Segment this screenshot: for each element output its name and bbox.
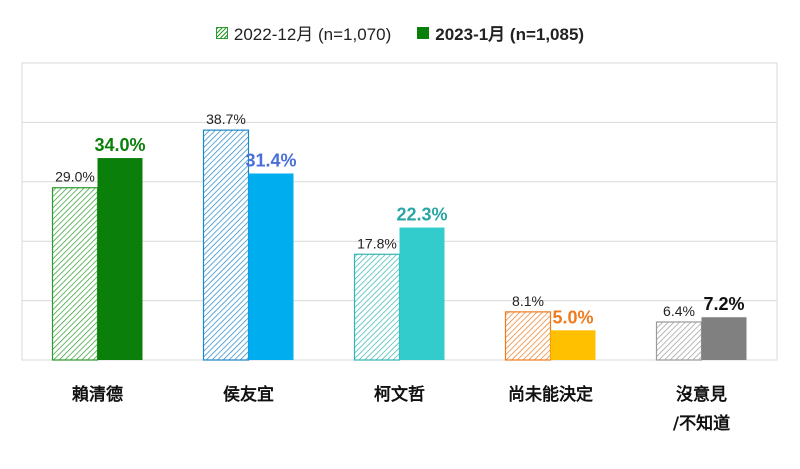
- bar-2023-1-4: [701, 317, 747, 360]
- legend-label-2023-1: 2023-1月 (n=1,085): [435, 25, 585, 44]
- data-label-2023-1-2: 22.3%: [396, 205, 447, 225]
- bar-2022-12-2: [353, 253, 401, 361]
- data-label-2023-1-4: 7.2%: [703, 294, 744, 314]
- category-label-4: 沒意見: [676, 384, 727, 405]
- bar-2023-1-2: [399, 227, 445, 360]
- bar-2022-12-4: [655, 321, 703, 361]
- legend-item-2022-12: 2022-12月 (n=1,070): [215, 20, 392, 45]
- data-label-2023-1-1: 31.4%: [245, 150, 296, 170]
- data-label-2022-12-0: 29.0%: [55, 169, 95, 185]
- data-label-2022-12-3: 8.1%: [512, 293, 544, 309]
- bar-2022-12-3: [504, 311, 552, 361]
- legend: 2022-12月 (n=1,070) 2023-1月 (n=1,085): [0, 20, 800, 45]
- category-label-3: 尚未能決定: [508, 384, 593, 405]
- data-label-2022-12-1: 38.7%: [206, 111, 246, 127]
- data-label-2022-12-2: 17.8%: [357, 235, 397, 251]
- bar-2023-1-1: [248, 173, 294, 360]
- bar-2023-1-3: [550, 330, 596, 360]
- category-label-4: /不知道: [673, 413, 730, 434]
- legend-swatch-hatched: [215, 26, 228, 39]
- category-label-1: 侯友宜: [223, 384, 274, 405]
- data-label-2023-1-3: 5.0%: [552, 307, 593, 327]
- bar-2022-12-0: [51, 187, 99, 361]
- category-label-2: 柯文哲: [374, 384, 425, 405]
- legend-label-2022-12: 2022-12月 (n=1,070): [233, 25, 392, 44]
- bar-2022-12-1: [202, 129, 250, 361]
- bar-2023-1-0: [97, 158, 143, 360]
- legend-swatch-solid: [417, 26, 430, 39]
- legend-item-2023-1: 2023-1月 (n=1,085): [417, 20, 584, 45]
- data-label-2023-1-0: 34.0%: [94, 135, 145, 155]
- data-label-2022-12-4: 6.4%: [663, 303, 695, 319]
- category-label-0: 賴清德: [72, 384, 123, 405]
